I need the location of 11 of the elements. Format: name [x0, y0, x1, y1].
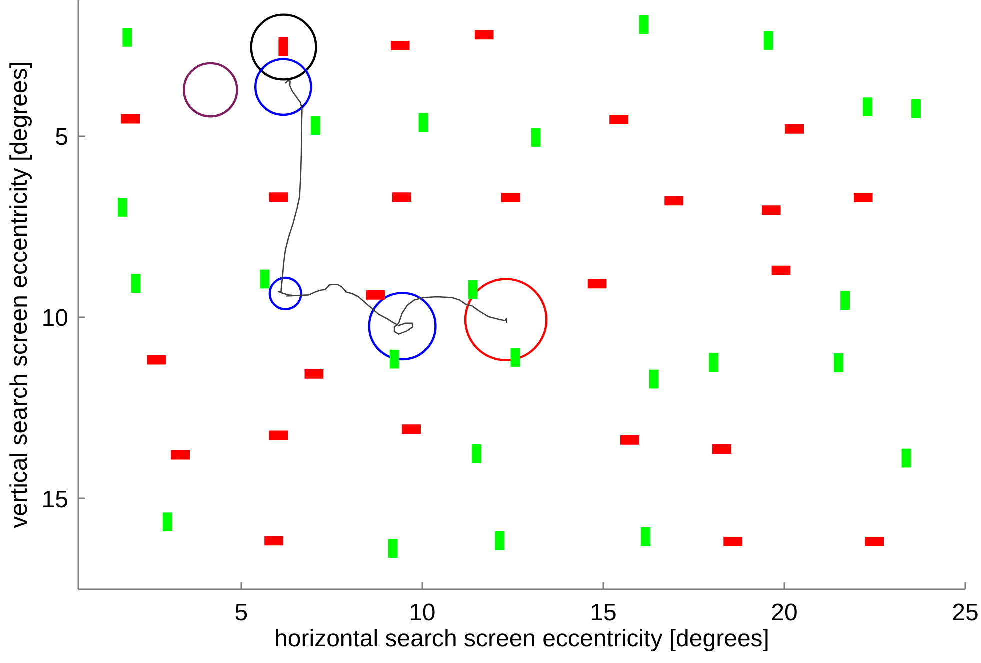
x-tick-label: 20: [771, 600, 798, 626]
x-tick-label: 5: [234, 600, 248, 626]
x-axis-title: horizontal search screen eccentricity [degrees]: [274, 626, 770, 652]
y-tick-label: 15: [42, 486, 69, 514]
x-tick-label: 25: [952, 600, 979, 626]
x-tick-label: 10: [409, 600, 436, 626]
y-tick-label: 10: [42, 305, 69, 332]
line-series: [278, 80, 508, 335]
y-tick-label: 5: [55, 124, 69, 151]
y-axis-title: vertical search screen eccentricity [degrees]: [6, 62, 33, 528]
x-tick-label: 15: [590, 600, 617, 626]
